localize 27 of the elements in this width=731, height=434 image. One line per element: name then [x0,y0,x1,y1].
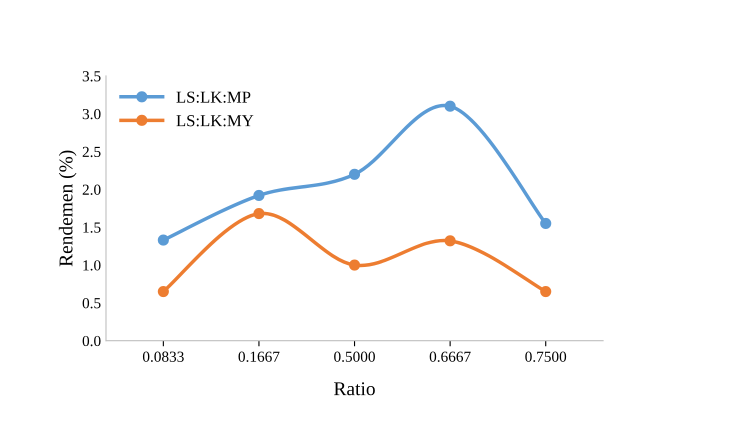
x-tick-label: 0.7500 [525,352,566,362]
point [444,100,456,112]
x-axis-title: Ratio [334,382,375,396]
legend-label: LS:LK:MY [176,115,254,126]
point [158,286,169,298]
point [253,208,264,220]
x-tick-label: 0.6667 [430,352,471,362]
y-tick-label: 2.0 [82,184,101,195]
y-tick-label: 1.5 [83,222,101,233]
y-tick-label: 0.5 [82,298,101,308]
y-tick-label: 3.0 [82,108,101,120]
point [444,235,456,246]
y-tick-label: 0.0 [82,336,101,346]
point [158,234,169,246]
x-tick-label: 0.5000 [334,352,375,362]
x-tick-label: 0.0833 [142,352,184,362]
point [540,286,552,298]
y-tick-label: 3.5 [82,71,101,82]
point [348,168,360,180]
y-tick-label: 1.0 [83,260,101,271]
legend-label: LS:LK:MP [176,92,250,103]
y-tick-label: 2.5 [82,146,101,158]
point [348,259,360,271]
point [540,218,552,230]
point [253,190,264,202]
x-tick-label: 0.1667 [238,352,280,362]
y-axis-title: Rendemen (%) [58,150,76,266]
